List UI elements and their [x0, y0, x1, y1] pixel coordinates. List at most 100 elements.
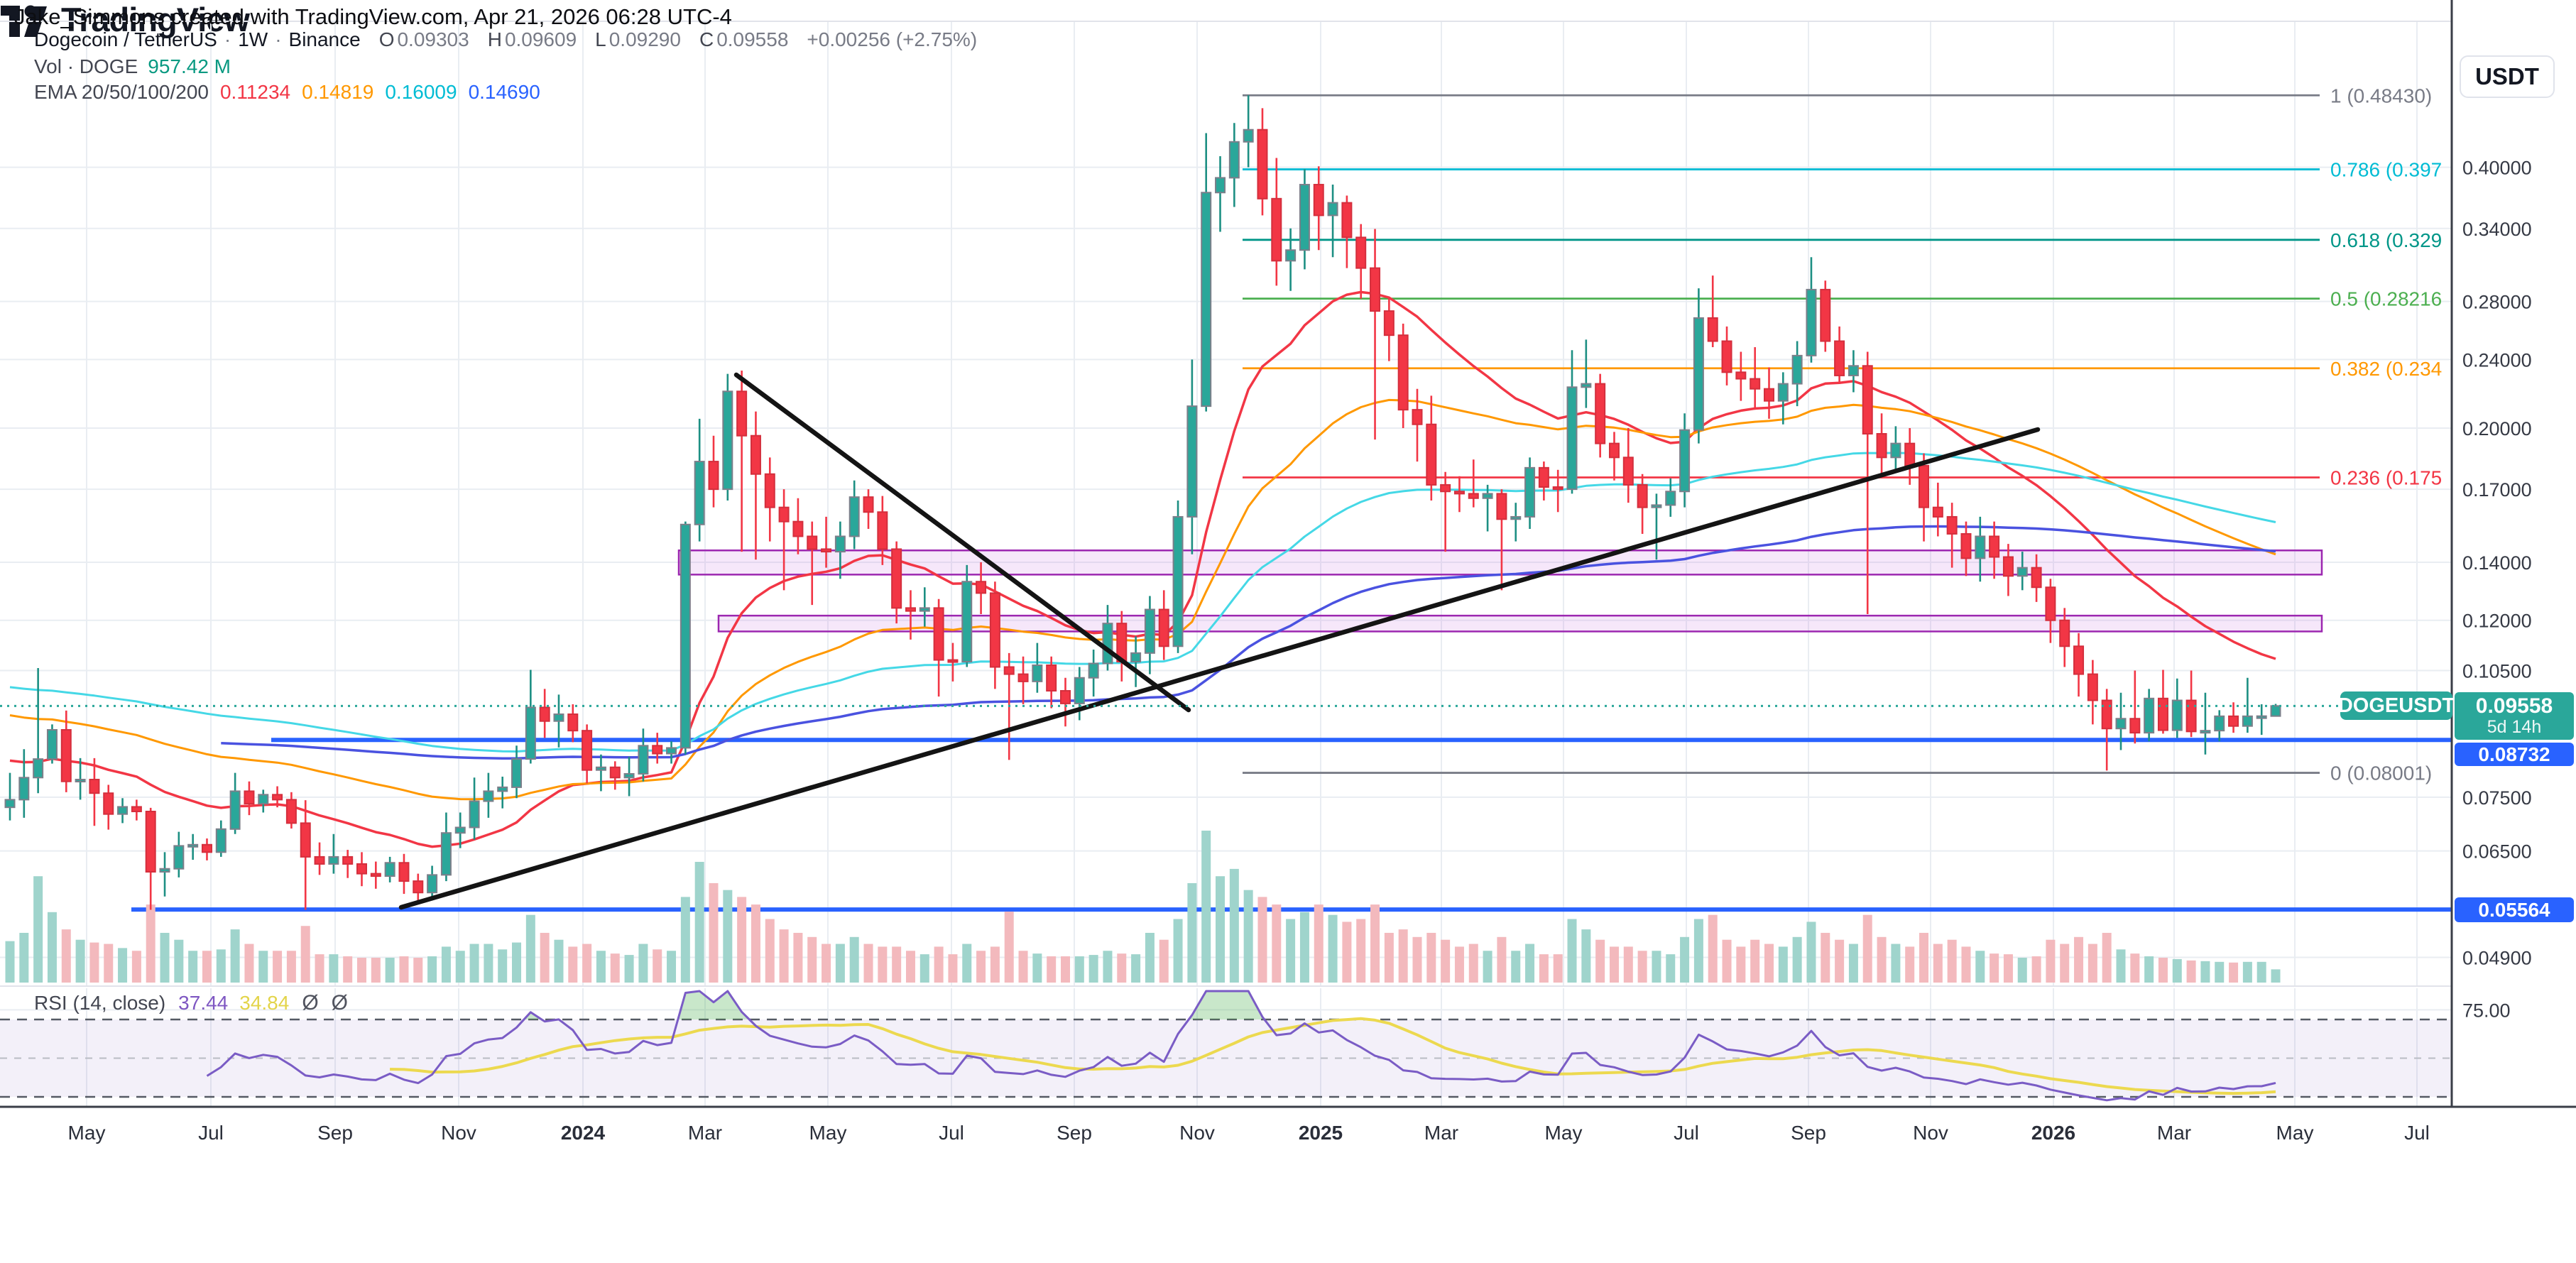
ema20-value: 0.11234	[219, 81, 291, 103]
low-letter: L	[595, 28, 606, 50]
bar-countdown: 5d 14h	[2487, 717, 2542, 738]
price-tick-label: 0.34000	[2462, 219, 2532, 240]
symbol-title[interactable]: Dogecoin / TetherUS · 1W · Binance	[34, 28, 361, 51]
price-zones[interactable]	[677, 550, 2323, 633]
time-tick-label: Jul	[939, 1122, 964, 1144]
price-axis[interactable]: 0.40000 0.34000 0.28000 0.24000 0.20000 0.170…	[2462, 158, 2532, 1022]
time-tick-label: Nov	[441, 1122, 476, 1144]
fib-retracement[interactable]: 1 (0.48430) 0.786 (0.397 0.618 (0.329 0.5 (…	[1243, 84, 2442, 784]
fib-level-label: 0 (0.08001)	[2330, 762, 2432, 784]
rsi-legend-row[interactable]: RSI (14, close) 37.44 34.84 Ø Ø	[34, 991, 348, 1015]
horizontal-support-lines[interactable]	[131, 738, 2452, 912]
exchange-label: Binance	[288, 28, 361, 50]
rsi-hide-icon[interactable]: Ø	[302, 991, 319, 1015]
ema-20-line	[9, 290, 2276, 848]
interval-label[interactable]: 1W	[238, 28, 268, 50]
close-letter: C	[699, 28, 714, 50]
price-tick-label: 0.04900	[2462, 947, 2532, 968]
price-tick-label: 0.14000	[2462, 552, 2532, 574]
pane-borders	[0, 0, 2576, 1108]
fib-level-label: 0.236 (0.175	[2330, 467, 2442, 489]
ema-legend-row[interactable]: EMA 20/50/100/200 0.11234 0.14819 0.1600…	[34, 81, 540, 104]
ema100-value: 0.16009	[385, 81, 457, 103]
rsi-pane[interactable]	[0, 990, 2452, 1102]
rsi-ma-value: 34.84	[239, 992, 290, 1014]
separator-dot: ·	[275, 28, 282, 50]
time-tick-label: Jul	[2404, 1122, 2430, 1144]
rsi-ma-line	[390, 1017, 2276, 1095]
high-letter: H	[487, 28, 502, 50]
price-tick-label: 0.28000	[2462, 292, 2532, 313]
time-tick-label: Mar	[1424, 1122, 1458, 1144]
creator-watermark: Jake_Simmons created with TradingView.co…	[14, 4, 732, 29]
price-tick-label: 0.24000	[2462, 349, 2532, 371]
time-tick-label: Jul	[1674, 1122, 1699, 1144]
price-tick-label: 0.07500	[2462, 787, 2532, 809]
current-price-axis-badge[interactable]: 0.09558 5d 14h	[2455, 692, 2574, 740]
ohlc-high: H 0.09609	[488, 28, 577, 51]
time-tick-label: May	[1545, 1122, 1583, 1144]
ema200-value: 0.14690	[468, 81, 540, 103]
price-tick-label: 0.17000	[2462, 479, 2532, 501]
tradingview-logo[interactable]: TradingView	[0, 0, 2576, 39]
volume-bars	[5, 831, 2281, 983]
volume-indicator-label[interactable]: Vol · DOGE	[34, 55, 138, 77]
symbol-legend-row[interactable]: Dogecoin / TetherUS · 1W · Binance O 0.0…	[34, 28, 977, 51]
time-tick-label: 2024	[561, 1122, 606, 1144]
time-tick-label: Nov	[1913, 1122, 1948, 1144]
ema-200-line	[221, 525, 2276, 760]
volume-legend-row[interactable]: Vol · DOGE 957.42 M	[34, 55, 231, 78]
separator-dot: ·	[224, 28, 231, 50]
change-value: +0.00256 (+2.75%)	[807, 28, 978, 50]
volume-value: 957.42 M	[148, 55, 231, 77]
rsi-overbought-fill	[1189, 991, 1265, 1019]
ema50-value: 0.14819	[302, 81, 374, 103]
ema-50-line	[9, 398, 2276, 801]
current-price-value: 0.09558	[2475, 694, 2553, 718]
low-value: 0.09290	[608, 28, 681, 50]
time-tick-label: Jul	[198, 1122, 224, 1144]
current-price-symbol-flag[interactable]: DOGEUSDT	[2338, 691, 2455, 720]
ohlc-low: L 0.09290	[595, 28, 681, 51]
price-tick-label: 0.10500	[2462, 661, 2532, 682]
rsi-indicator-label[interactable]: RSI (14, close)	[34, 992, 166, 1014]
open-value: 0.09303	[397, 28, 469, 50]
support-level-badge-1[interactable]: 0.08732	[2455, 743, 2574, 766]
time-tick-label: Sep	[1791, 1122, 1826, 1144]
symbol-name[interactable]: Dogecoin / TetherUS	[34, 28, 217, 50]
price-tick-label: 0.40000	[2462, 158, 2532, 179]
time-tick-label: May	[809, 1122, 847, 1144]
open-letter: O	[378, 28, 395, 50]
rsi-value: 37.44	[178, 992, 229, 1014]
fib-level-label: 0.618 (0.329	[2330, 229, 2442, 251]
time-tick-label: Sep	[1057, 1122, 1092, 1144]
ohlc-close: C 0.09558	[699, 28, 788, 51]
fib-level-label: 1 (0.48430)	[2330, 84, 2432, 106]
gridlines	[0, 21, 2452, 1106]
fib-level-label: 0.5 (0.28216	[2330, 288, 2442, 310]
supply-zone-box	[677, 550, 2323, 576]
time-axis[interactable]: May Jul Sep Nov 2024 Mar May Jul Sep Nov 2025 Mar Ma…	[68, 1122, 2430, 1144]
ascending-support	[398, 427, 2041, 910]
time-tick-label: Nov	[1179, 1122, 1215, 1144]
time-tick-label: Mar	[688, 1122, 722, 1144]
ema-indicator-label[interactable]: EMA 20/50/100/200	[34, 81, 209, 103]
rsi-settings-icon[interactable]: Ø	[331, 991, 349, 1015]
currency-unit-button[interactable]: USDT	[2460, 55, 2555, 98]
trendlines[interactable]	[398, 372, 2041, 910]
close-value: 0.09558	[716, 28, 789, 50]
price-tick-label: 0.20000	[2462, 418, 2532, 439]
support-level-badge-2[interactable]: 0.05564	[2455, 897, 2574, 922]
time-tick-label: Sep	[317, 1122, 353, 1144]
price-tick-label: 0.12000	[2462, 611, 2532, 632]
time-tick-label: 2025	[1299, 1122, 1343, 1144]
high-value: 0.09609	[504, 28, 577, 50]
rsi-overbought-fill	[677, 991, 750, 1019]
price-tick-label: 0.06500	[2462, 841, 2532, 863]
tradingview-logo-text: TradingView	[61, 1, 250, 38]
descending-resistance	[733, 372, 1191, 713]
ohlc-open: O 0.09303	[379, 28, 469, 51]
time-tick-label: May	[2276, 1122, 2314, 1144]
